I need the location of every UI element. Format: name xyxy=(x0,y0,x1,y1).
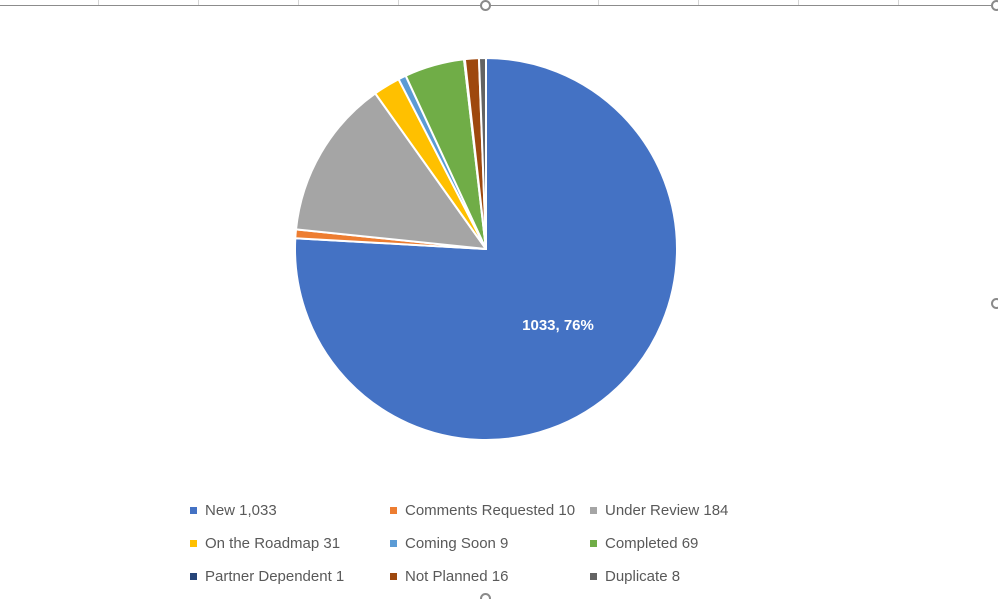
sheet-column-divider xyxy=(98,0,99,6)
legend-item[interactable]: Completed 69 xyxy=(590,530,698,556)
legend-label: Not Planned 16 xyxy=(405,567,509,585)
legend-swatch xyxy=(390,539,397,547)
legend-swatch xyxy=(590,572,597,580)
legend-label: New 1,033 xyxy=(205,501,277,519)
sheet-column-divider xyxy=(698,0,699,6)
legend-label: Completed 69 xyxy=(605,534,699,552)
sheet-column-divider xyxy=(398,0,399,6)
legend-item[interactable]: Under Review 184 xyxy=(590,497,728,523)
legend-label: Under Review 184 xyxy=(605,501,729,519)
legend-item[interactable]: On the Roadmap 31 xyxy=(190,530,340,556)
legend-item[interactable]: Partner Dependent 1 xyxy=(190,563,344,589)
legend-item[interactable]: Not Planned 16 xyxy=(390,563,508,589)
pie-slice-duplicate[interactable] xyxy=(477,56,487,250)
legend-swatch xyxy=(190,506,197,514)
pie-slice-under-review[interactable] xyxy=(295,92,487,250)
chart-frame[interactable] xyxy=(0,5,998,599)
data-label-new: 1033, 76% xyxy=(522,316,594,334)
legend-label: Partner Dependent 1 xyxy=(205,567,345,585)
sheet-column-divider xyxy=(798,0,799,6)
sheet-column-divider xyxy=(298,0,299,6)
legend-label: On the Roadmap 31 xyxy=(205,534,341,552)
legend-item[interactable]: Coming Soon 9 xyxy=(390,530,508,556)
legend-swatch xyxy=(390,506,397,514)
legend-swatch xyxy=(190,539,197,547)
legend-swatch xyxy=(390,572,397,580)
resize-handle-bottom[interactable] xyxy=(480,593,491,599)
legend-label: Comments Requested 10 xyxy=(405,501,576,519)
sheet-column-divider xyxy=(598,0,599,6)
resize-handle-top[interactable] xyxy=(480,0,491,11)
legend-swatch xyxy=(590,539,597,547)
legend-item[interactable]: Comments Requested 10 xyxy=(390,497,575,523)
sheet-column-divider xyxy=(198,0,199,6)
resize-handle-top-right[interactable] xyxy=(991,0,998,11)
legend-item[interactable]: New 1,033 xyxy=(190,497,277,523)
legend-label: Coming Soon 9 xyxy=(405,534,509,552)
legend-label: Duplicate 8 xyxy=(605,567,681,585)
legend-swatch xyxy=(590,506,597,514)
pie-slice-new[interactable] xyxy=(294,57,678,441)
sheet-column-divider xyxy=(898,0,899,6)
legend-item[interactable]: Duplicate 8 xyxy=(590,563,680,589)
resize-handle-right[interactable] xyxy=(991,298,998,309)
legend-swatch xyxy=(190,572,197,580)
